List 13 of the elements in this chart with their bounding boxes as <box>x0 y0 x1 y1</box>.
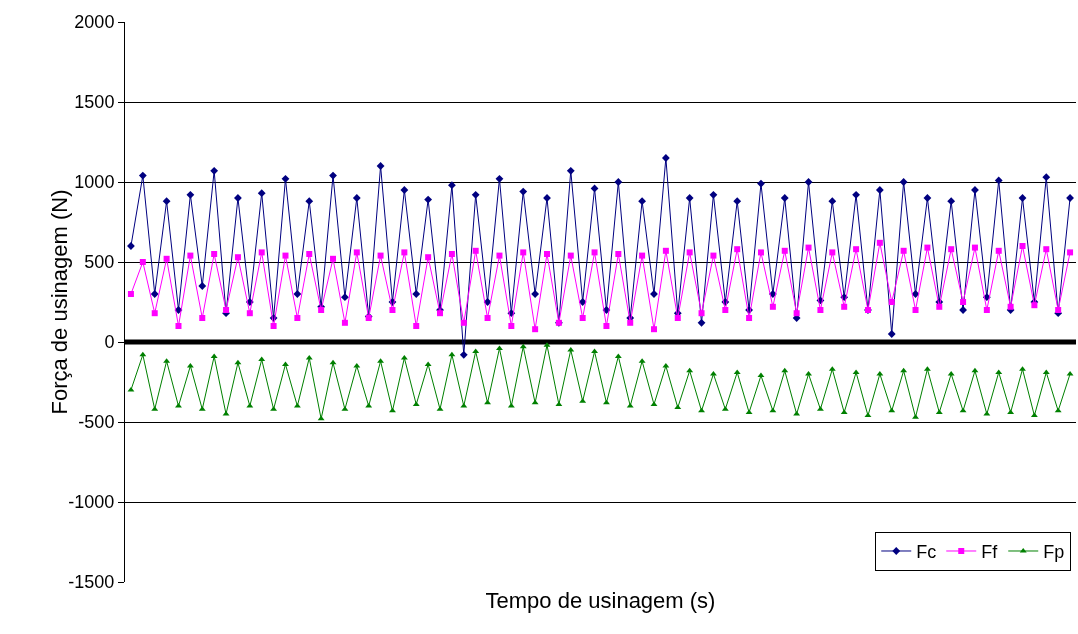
y-tick-label: 500 <box>84 252 115 273</box>
legend-label: Fp <box>1043 542 1065 563</box>
legend-label: Ff <box>981 542 999 563</box>
y-axis-title: Força de usinagem (N) <box>47 189 73 415</box>
legend-label: Fc <box>916 542 937 563</box>
x-axis-title: Tempo de usinagem (s) <box>485 587 716 613</box>
y-tick-label: -1500 <box>68 572 115 593</box>
y-tick-label: 0 <box>104 332 115 353</box>
y-tick-label: -1000 <box>68 492 115 513</box>
y-tick-label: 1000 <box>74 172 115 193</box>
y-tick-label: 1500 <box>74 92 115 113</box>
y-tick-label: 2000 <box>74 12 115 33</box>
y-tick-label: -500 <box>78 412 115 433</box>
